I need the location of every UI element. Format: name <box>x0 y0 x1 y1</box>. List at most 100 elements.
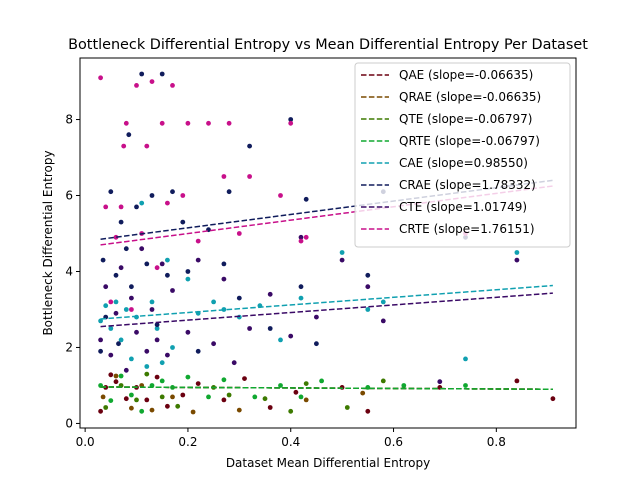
data-point <box>380 299 386 305</box>
data-point <box>298 234 304 240</box>
data-point <box>103 204 109 210</box>
data-point <box>247 174 253 179</box>
legend-entry: QAE (slope=-0.06635) <box>399 68 533 82</box>
data-point <box>339 250 345 255</box>
x-tick-label: 0.2 <box>178 435 197 449</box>
data-point <box>129 295 134 301</box>
x-axis: 0.0 0.2 0.4 0.6 0.8 <box>76 428 506 449</box>
data-point <box>180 392 186 398</box>
data-point <box>129 284 134 290</box>
legend-entry: QRTE (slope=-0.06797) <box>399 134 540 148</box>
data-point <box>134 204 139 210</box>
data-point <box>339 257 345 263</box>
y-tick-label: 0 <box>65 416 73 430</box>
data-point <box>98 75 103 81</box>
trend-line-4 <box>100 284 553 320</box>
data-point <box>113 310 119 316</box>
data-point <box>98 318 103 324</box>
data-point <box>108 352 114 358</box>
y-tick-label: 6 <box>65 189 73 203</box>
data-point <box>98 337 103 343</box>
data-point <box>113 379 119 385</box>
data-point <box>159 378 165 384</box>
data-point <box>165 200 170 206</box>
data-point <box>278 383 283 388</box>
data-point <box>165 257 170 263</box>
data-point <box>185 120 191 126</box>
data-point <box>195 238 201 244</box>
data-point <box>360 390 366 396</box>
data-point <box>118 219 124 225</box>
data-point <box>123 307 129 312</box>
data-point <box>514 257 520 263</box>
data-point <box>154 322 160 328</box>
data-point <box>550 396 556 402</box>
data-point <box>303 381 309 386</box>
data-point <box>314 341 319 347</box>
data-point <box>303 234 309 240</box>
data-point <box>113 272 119 278</box>
data-point <box>247 143 253 149</box>
data-point <box>98 348 103 354</box>
data-point <box>226 120 232 126</box>
series-3 <box>98 373 468 414</box>
data-point <box>226 392 232 398</box>
series-7 <box>98 75 468 312</box>
data-point <box>116 341 121 347</box>
data-point <box>231 360 237 366</box>
series-1 <box>100 373 366 415</box>
data-point <box>180 193 186 198</box>
data-point <box>154 265 160 271</box>
legend: QAE (slope=-0.06635) QRAE (slope=-0.06635… <box>354 62 571 248</box>
data-point <box>121 143 127 149</box>
data-point <box>170 189 175 195</box>
data-point <box>129 307 134 312</box>
y-axis: 0 2 4 6 8 <box>65 113 80 430</box>
legend-entry: QRAE (slope=-0.06635) <box>399 90 541 104</box>
data-point <box>165 352 170 358</box>
data-point <box>118 204 124 210</box>
data-point <box>159 360 165 366</box>
data-point <box>118 337 124 343</box>
data-point <box>206 120 211 126</box>
data-point <box>123 120 129 126</box>
legend-entry: QTE (slope=-0.06797) <box>399 112 532 126</box>
data-point <box>144 348 150 354</box>
data-point <box>144 397 150 403</box>
data-point <box>278 193 283 198</box>
data-point <box>139 408 145 414</box>
data-point <box>185 374 191 380</box>
data-point <box>303 196 309 202</box>
data-point <box>123 396 129 402</box>
x-tick-label: 0.8 <box>487 435 506 449</box>
data-point <box>108 189 114 195</box>
data-point <box>298 295 304 301</box>
points-layer <box>98 71 556 415</box>
data-point <box>401 383 407 388</box>
data-point <box>206 394 211 400</box>
data-point <box>139 246 145 252</box>
data-point <box>288 408 294 414</box>
y-tick-label: 8 <box>65 113 73 127</box>
data-point <box>113 234 119 240</box>
series-4 <box>98 200 520 369</box>
data-point <box>98 408 103 414</box>
data-point <box>154 326 160 331</box>
data-point <box>175 403 181 409</box>
data-point <box>195 348 201 354</box>
data-point <box>170 394 175 400</box>
data-point <box>126 132 132 138</box>
data-point <box>267 405 273 410</box>
series-6 <box>98 234 520 385</box>
data-point <box>144 364 150 369</box>
data-point <box>100 394 106 400</box>
data-point <box>236 295 242 301</box>
data-point <box>293 389 299 395</box>
data-point <box>463 383 468 388</box>
data-point <box>123 367 129 373</box>
data-point <box>195 257 201 263</box>
data-point <box>463 356 468 362</box>
data-point <box>221 261 227 267</box>
trend-line-6 <box>100 292 553 328</box>
data-point <box>108 372 114 378</box>
